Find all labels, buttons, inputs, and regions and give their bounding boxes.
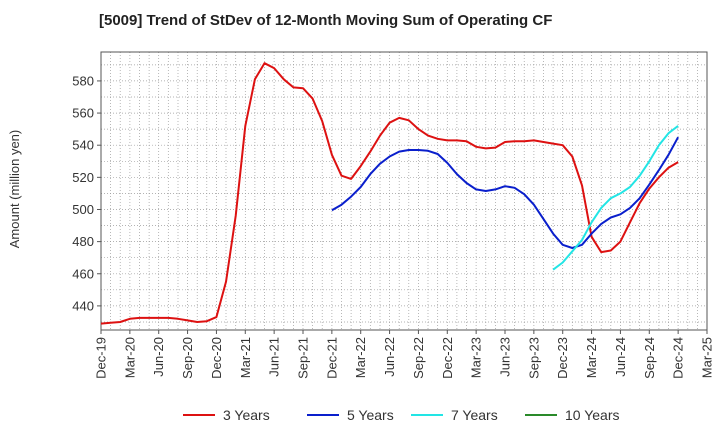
y-tick-label: 500 (72, 202, 94, 217)
x-tick-label: Jun-21 (267, 337, 282, 377)
x-tick-label: Mar-22 (353, 337, 368, 378)
chart-title: [5009] Trend of StDev of 12-Month Moving… (99, 12, 553, 29)
y-tick-label: 580 (72, 73, 94, 88)
series-line-3-years (100, 62, 679, 325)
legend-label: 5 Years (347, 407, 394, 423)
x-tick-label: Mar-21 (238, 337, 253, 378)
x-tick-label: Jun-22 (382, 337, 397, 377)
x-tick-label: Mar-24 (584, 337, 599, 378)
x-tick-label: Jun-24 (613, 337, 628, 377)
gridlines (101, 52, 707, 330)
y-tick-label: 440 (72, 298, 94, 313)
series-lines (100, 62, 679, 325)
x-tick-label: Jun-23 (498, 337, 513, 377)
x-tick-label: Sep-21 (296, 337, 311, 379)
x-tick-label: Sep-20 (180, 337, 195, 379)
x-tick-label: Dec-20 (209, 337, 224, 379)
x-tick-label: Sep-22 (411, 337, 426, 379)
x-tick-label: Sep-23 (526, 337, 541, 379)
y-axis-ticks: 440 460 480 500 520 540 560 580 (72, 73, 101, 313)
series-line-5-years (331, 136, 679, 249)
x-tick-label: Mar-25 (700, 337, 715, 378)
y-tick-label: 480 (72, 234, 94, 249)
x-tick-label: Jun-20 (151, 337, 166, 377)
y-tick-label: 520 (72, 170, 94, 185)
x-tick-label: Dec-24 (671, 337, 686, 379)
x-tick-label: Dec-19 (94, 337, 109, 379)
legend-label: 3 Years (223, 407, 270, 423)
legend-label: 7 Years (451, 407, 498, 423)
plot-border (100, 51, 708, 331)
x-tick-label: Mar-20 (122, 337, 137, 378)
legend-label: 10 Years (565, 407, 620, 423)
series-line-7-years (552, 125, 679, 271)
legend: 3 Years 5 Years 7 Years 10 Years (183, 407, 620, 423)
y-tick-label: 460 (72, 266, 94, 281)
x-tick-label: Dec-21 (324, 337, 339, 379)
y-tick-label: 540 (72, 138, 94, 153)
x-tick-label: Dec-22 (440, 337, 455, 379)
y-tick-label: 560 (72, 106, 94, 121)
x-tick-label: Dec-23 (555, 337, 570, 379)
x-tick-label: Mar-23 (469, 337, 484, 378)
x-axis-ticks: Dec-19 Mar-20 Jun-20 Sep-20 Dec-20 Mar-21 Jun-… (94, 330, 715, 379)
y-axis-title: Amount (million yen) (7, 130, 22, 249)
x-tick-label: Sep-24 (642, 337, 657, 379)
